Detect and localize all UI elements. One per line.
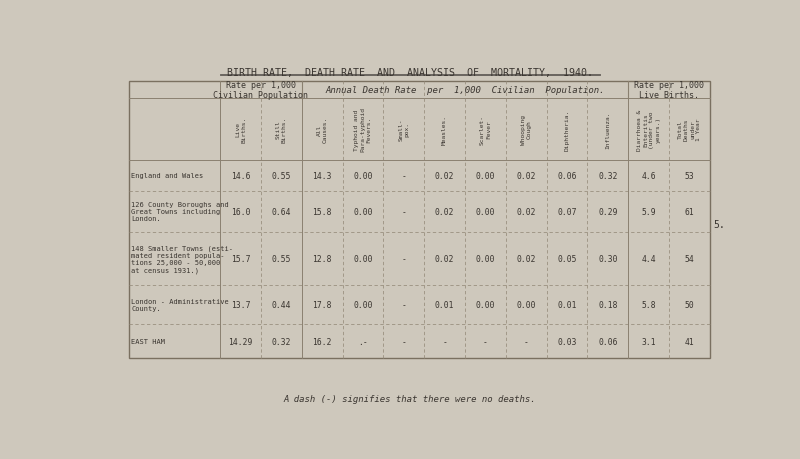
Text: 0.00: 0.00 [476,254,495,263]
Text: 15.7: 15.7 [230,254,250,263]
Text: 0.02: 0.02 [517,254,536,263]
Text: 0.00: 0.00 [517,301,536,310]
Text: 0.02: 0.02 [435,254,454,263]
Text: 14.29: 14.29 [228,337,253,346]
Text: 0.30: 0.30 [598,254,618,263]
Text: Scarlet-
Fever: Scarlet- Fever [480,115,491,145]
Text: 0.00: 0.00 [354,254,373,263]
Text: 0.05: 0.05 [558,254,577,263]
Text: 0.29: 0.29 [598,207,618,216]
Text: -: - [442,337,447,346]
Text: 5.9: 5.9 [642,207,656,216]
Text: A dash (-) signifies that there were no deaths.: A dash (-) signifies that there were no … [284,394,536,403]
Text: BIRTH RATE,  DEATH RATE  AND  ANALYSIS  OF  MORTALITY,  1940.: BIRTH RATE, DEATH RATE AND ANALYSIS OF M… [227,68,593,78]
Text: 0.06: 0.06 [598,337,618,346]
Text: 61: 61 [685,207,694,216]
Text: Diarrhoea &
Enteritis
(under two
years.): Diarrhoea & Enteritis (under two years.) [637,109,661,150]
Text: 0.01: 0.01 [558,301,577,310]
Text: Diphtheria.: Diphtheria. [565,109,570,150]
Text: 17.8: 17.8 [313,301,332,310]
Text: 0.32: 0.32 [272,337,291,346]
Text: 0.02: 0.02 [517,207,536,216]
Text: 53: 53 [685,171,694,180]
Text: Measles.: Measles. [442,115,447,145]
Text: -: - [402,337,406,346]
Text: Still
Births.: Still Births. [276,117,287,143]
Text: 16.2: 16.2 [313,337,332,346]
Text: 0.32: 0.32 [598,171,618,180]
Text: 14.3: 14.3 [313,171,332,180]
Text: Small-
pox.: Small- pox. [398,118,410,141]
Text: 0.00: 0.00 [476,301,495,310]
Text: 148 Smaller Towns (esti-
mated resident popula-
tions 25,000 - 50,000
at census : 148 Smaller Towns (esti- mated resident … [131,245,233,273]
Text: 41: 41 [685,337,694,346]
Text: All
Causes.: All Causes. [317,117,328,143]
Text: -: - [524,337,529,346]
Text: 0.55: 0.55 [272,254,291,263]
Bar [129,82,710,358]
Text: 0.02: 0.02 [435,171,454,180]
Text: 5.8: 5.8 [642,301,656,310]
Text: 0.00: 0.00 [354,301,373,310]
Text: 54: 54 [685,254,694,263]
Text: -: - [402,254,406,263]
Text: 14.6: 14.6 [230,171,250,180]
Text: -: - [402,301,406,310]
Text: 50: 50 [685,301,694,310]
Text: -: - [402,207,406,216]
Text: EAST HAM: EAST HAM [131,339,165,345]
Text: 0.02: 0.02 [517,171,536,180]
Text: 4.4: 4.4 [642,254,656,263]
Text: 0.02: 0.02 [435,207,454,216]
Text: 0.06: 0.06 [558,171,577,180]
Text: 16.0: 16.0 [230,207,250,216]
Text: 3.1: 3.1 [642,337,656,346]
Text: 0.44: 0.44 [272,301,291,310]
Text: .-: .- [358,337,368,346]
Text: 0.00: 0.00 [354,171,373,180]
Text: Rate per 1,000
Live Births.: Rate per 1,000 Live Births. [634,81,704,100]
Text: London - Administrative
County.: London - Administrative County. [131,299,229,312]
Text: 5.: 5. [713,219,725,229]
Text: 0.18: 0.18 [598,301,618,310]
Text: Live
Births.: Live Births. [235,117,246,143]
Text: Typhoid and
Para-typhoid
Fevers.: Typhoid and Para-typhoid Fevers. [354,107,372,152]
Text: 0.00: 0.00 [476,207,495,216]
Text: 4.6: 4.6 [642,171,656,180]
Text: 15.8: 15.8 [313,207,332,216]
Text: 13.7: 13.7 [230,301,250,310]
Text: Influenza.: Influenza. [606,111,610,148]
Text: 0.03: 0.03 [558,337,577,346]
Text: Annual Death Rate  per  1,000  Civilian  Population.: Annual Death Rate per 1,000 Civilian Pop… [326,86,605,95]
Text: 0.00: 0.00 [354,207,373,216]
Text: 0.01: 0.01 [435,301,454,310]
Text: 0.55: 0.55 [272,171,291,180]
Text: 0.64: 0.64 [272,207,291,216]
Text: Rate per 1,000
Civilian Population: Rate per 1,000 Civilian Population [214,81,309,100]
Text: 12.8: 12.8 [313,254,332,263]
Text: 0.07: 0.07 [558,207,577,216]
Text: England and Wales: England and Wales [131,173,203,179]
Text: 0.00: 0.00 [476,171,495,180]
Text: -: - [483,337,488,346]
Text: Total
Deaths
under
1 Year: Total Deaths under 1 Year [678,118,702,141]
Text: Whooping
Cough: Whooping Cough [521,115,532,145]
Text: -: - [402,171,406,180]
Text: 126 County Boroughs and
Great Towns including
London.: 126 County Boroughs and Great Towns incl… [131,202,229,222]
